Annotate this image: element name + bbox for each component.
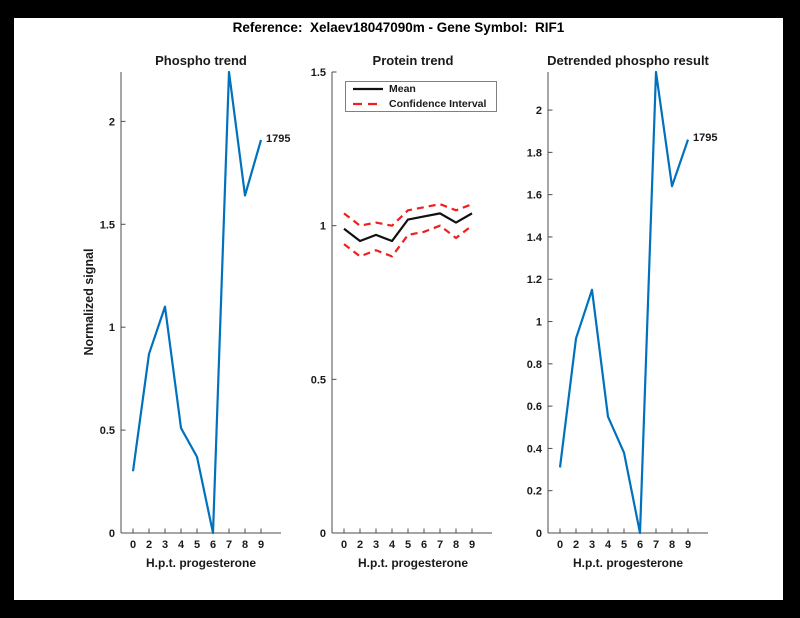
y-axis-label-normalized-signal: Normalized signal (82, 248, 96, 356)
subplot-title-protein-trend: Protein trend (372, 53, 454, 68)
legend-label-confidence-interval: Confidence Interval (389, 98, 487, 110)
figure-title: Reference: Xelaev18047090m - Gene Symbol… (232, 20, 565, 35)
legend-box: Mean Confidence Interval (345, 81, 497, 112)
x-axis-label-detrended: H.p.t. progesterone (572, 556, 683, 570)
legend-item-mean: Mean (353, 83, 496, 95)
x-axis-label-phospho: H.p.t. progesterone (145, 556, 256, 570)
x-axis-label-protein: H.p.t. progesterone (357, 556, 468, 570)
legend-label-mean: Mean (389, 83, 416, 95)
legend-item-confidence-interval: Confidence Interval (353, 98, 496, 110)
endpoint-value-label-detrended: 1795 (693, 132, 718, 144)
endpoint-value-label-phospho: 1795 (266, 133, 291, 145)
subplot-title-detrended-phospho-result: Detrended phospho result (547, 53, 709, 68)
mean-line-sample-icon (353, 87, 383, 91)
subplot-title-phospho-trend: Phospho trend (155, 53, 247, 68)
confidence-interval-line-sample-icon (353, 102, 383, 106)
